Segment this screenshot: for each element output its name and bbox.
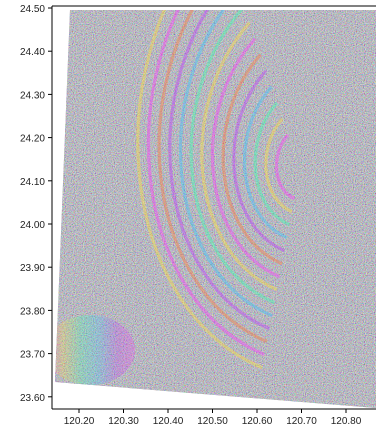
y-tick-label: 23.90 [20, 263, 45, 274]
fringe-band [243, 85, 288, 240]
fringe-band [221, 53, 283, 266]
fringe-band [157, 10, 268, 344]
swath-image [55, 10, 376, 408]
y-tick-label: 24.20 [20, 134, 45, 145]
y-tick-label: 24.40 [20, 47, 45, 58]
x-tick-label: 120.20 [64, 416, 95, 427]
x-tick-label: 120.30 [108, 416, 139, 427]
fringe-band [232, 69, 286, 253]
fringe-band [136, 10, 263, 370]
x-axis-ticks: 120.20 120.30 120.40 120.50 120.60 120.70 120.… [64, 409, 362, 427]
y-tick-label: 24.30 [20, 90, 45, 101]
fringe-band [275, 133, 296, 201]
southwest-fringe-patch [55, 315, 135, 385]
y-axis-ticks: 24.50 24.40 24.30 24.20 24.10 24.00 23.90 23.80… [20, 4, 52, 404]
fringe-band [189, 10, 276, 305]
x-tick-label: 120.60 [242, 416, 273, 427]
fringe-band [200, 21, 278, 292]
y-tick-label: 24.10 [20, 177, 45, 188]
fringe-band [253, 101, 291, 227]
x-tick-label: 120.50 [197, 416, 228, 427]
fringe-band [178, 10, 273, 318]
fringe-band [168, 10, 271, 331]
x-tick-label: 120.40 [153, 416, 184, 427]
fringe-band [210, 37, 281, 279]
axes-frame [51, 5, 376, 410]
x-tick-label: 120.80 [331, 416, 362, 427]
deformation-fringes [55, 10, 296, 385]
y-tick-label: 23.60 [20, 393, 45, 404]
y-tick-label: 24.00 [20, 220, 45, 231]
y-tick-label: 24.50 [20, 4, 45, 15]
fringe-band [147, 10, 266, 357]
y-tick-label: 23.80 [20, 306, 45, 317]
fringe-band [264, 117, 293, 214]
y-tick-label: 23.70 [20, 350, 45, 361]
x-tick-label: 120.70 [286, 416, 317, 427]
